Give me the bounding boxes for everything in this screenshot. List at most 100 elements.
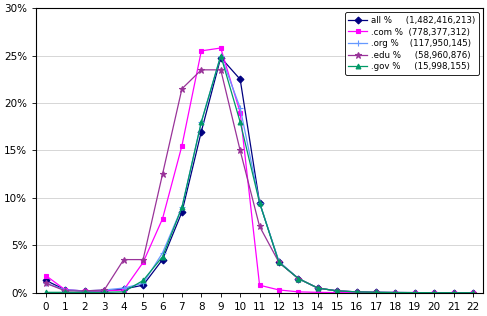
.edu %     (58,960,876) <box>62 289 68 293</box>
.edu %     (58,960,876) <box>198 68 204 72</box>
all %     (1,482,416,213) <box>393 291 398 295</box>
.edu %     (58,960,876) <box>101 288 107 292</box>
.edu %     (58,960,876) <box>354 290 359 294</box>
.com %  (778,377,312) <box>412 291 418 295</box>
all %     (1,482,416,213) <box>237 77 243 81</box>
.edu %     (58,960,876) <box>334 289 340 293</box>
.org %    (117,950,145) <box>43 282 49 285</box>
.org %    (117,950,145) <box>354 290 359 294</box>
.gov %     (15,998,155) <box>354 290 359 294</box>
.org %    (117,950,145) <box>121 286 127 290</box>
.org %    (117,950,145) <box>470 291 476 295</box>
Line: .org %    (117,950,145): .org % (117,950,145) <box>42 52 477 296</box>
all %     (1,482,416,213) <box>451 291 457 295</box>
.edu %     (58,960,876) <box>393 291 398 295</box>
all %     (1,482,416,213) <box>470 291 476 295</box>
.gov %     (15,998,155) <box>315 286 321 290</box>
.org %    (117,950,145) <box>179 205 185 209</box>
all %     (1,482,416,213) <box>218 56 224 59</box>
.gov %     (15,998,155) <box>451 291 457 295</box>
all %     (1,482,416,213) <box>257 201 262 204</box>
.com %  (778,377,312) <box>334 291 340 295</box>
.edu %     (58,960,876) <box>179 87 185 91</box>
all %     (1,482,416,213) <box>354 290 359 294</box>
.gov %     (15,998,155) <box>121 290 127 294</box>
.org %    (117,950,145) <box>140 282 146 285</box>
.org %    (117,950,145) <box>82 289 88 293</box>
all %     (1,482,416,213) <box>198 130 204 133</box>
.org %    (117,950,145) <box>412 291 418 295</box>
.org %    (117,950,145) <box>218 54 224 58</box>
.edu %     (58,960,876) <box>276 261 282 264</box>
.org %    (117,950,145) <box>451 291 457 295</box>
.org %    (117,950,145) <box>198 120 204 124</box>
.com %  (778,377,312) <box>101 289 107 293</box>
.com %  (778,377,312) <box>431 291 437 295</box>
.gov %     (15,998,155) <box>179 205 185 209</box>
.com %  (778,377,312) <box>121 288 127 292</box>
.gov %     (15,998,155) <box>470 291 476 295</box>
.edu %     (58,960,876) <box>257 224 262 228</box>
Line: all %     (1,482,416,213): all % (1,482,416,213) <box>44 55 476 295</box>
all %     (1,482,416,213) <box>334 289 340 293</box>
.org %    (117,950,145) <box>315 286 321 290</box>
.com %  (778,377,312) <box>451 291 457 295</box>
.gov %     (15,998,155) <box>431 291 437 295</box>
.gov %     (15,998,155) <box>62 290 68 294</box>
.gov %     (15,998,155) <box>160 255 166 259</box>
all %     (1,482,416,213) <box>179 210 185 214</box>
.org %    (117,950,145) <box>101 288 107 292</box>
Line: .edu %     (58,960,876): .edu % (58,960,876) <box>42 66 477 296</box>
all %     (1,482,416,213) <box>431 291 437 295</box>
.edu %     (58,960,876) <box>451 291 457 295</box>
.com %  (778,377,312) <box>62 288 68 292</box>
.edu %     (58,960,876) <box>218 68 224 72</box>
.com %  (778,377,312) <box>82 289 88 293</box>
Line: .gov %     (15,998,155): .gov % (15,998,155) <box>44 53 476 295</box>
.com %  (778,377,312) <box>296 290 301 294</box>
.com %  (778,377,312) <box>43 274 49 278</box>
.org %    (117,950,145) <box>373 290 379 294</box>
.edu %     (58,960,876) <box>315 286 321 290</box>
.edu %     (58,960,876) <box>431 291 437 295</box>
.gov %     (15,998,155) <box>334 289 340 293</box>
all %     (1,482,416,213) <box>276 261 282 264</box>
.com %  (778,377,312) <box>218 46 224 50</box>
.org %    (117,950,145) <box>237 106 243 110</box>
.com %  (778,377,312) <box>373 291 379 295</box>
.edu %     (58,960,876) <box>296 277 301 281</box>
.edu %     (58,960,876) <box>237 149 243 152</box>
Legend: all %     (1,482,416,213), .com %  (778,377,312), .org %    (117,950,145), .edu : all % (1,482,416,213), .com % (778,377,3… <box>345 12 479 75</box>
.org %    (117,950,145) <box>296 277 301 281</box>
.gov %     (15,998,155) <box>218 54 224 58</box>
.com %  (778,377,312) <box>140 261 146 264</box>
all %     (1,482,416,213) <box>315 286 321 290</box>
.gov %     (15,998,155) <box>198 120 204 124</box>
.org %    (117,950,145) <box>160 251 166 255</box>
all %     (1,482,416,213) <box>296 277 301 281</box>
.com %  (778,377,312) <box>315 290 321 294</box>
.org %    (117,950,145) <box>62 288 68 292</box>
.edu %     (58,960,876) <box>82 289 88 293</box>
.org %    (117,950,145) <box>257 201 262 204</box>
.gov %     (15,998,155) <box>393 291 398 295</box>
.gov %     (15,998,155) <box>43 290 49 294</box>
.edu %     (58,960,876) <box>43 282 49 285</box>
.gov %     (15,998,155) <box>373 290 379 294</box>
all %     (1,482,416,213) <box>121 287 127 291</box>
.com %  (778,377,312) <box>393 291 398 295</box>
.com %  (778,377,312) <box>160 217 166 221</box>
.com %  (778,377,312) <box>237 111 243 114</box>
.org %    (117,950,145) <box>334 289 340 293</box>
.edu %     (58,960,876) <box>160 172 166 176</box>
.edu %     (58,960,876) <box>412 291 418 295</box>
.edu %     (58,960,876) <box>140 258 146 262</box>
all %     (1,482,416,213) <box>101 289 107 293</box>
.gov %     (15,998,155) <box>296 277 301 281</box>
.gov %     (15,998,155) <box>257 201 262 204</box>
all %     (1,482,416,213) <box>373 290 379 294</box>
.gov %     (15,998,155) <box>276 261 282 264</box>
.gov %     (15,998,155) <box>412 291 418 295</box>
all %     (1,482,416,213) <box>82 289 88 293</box>
.edu %     (58,960,876) <box>373 290 379 294</box>
